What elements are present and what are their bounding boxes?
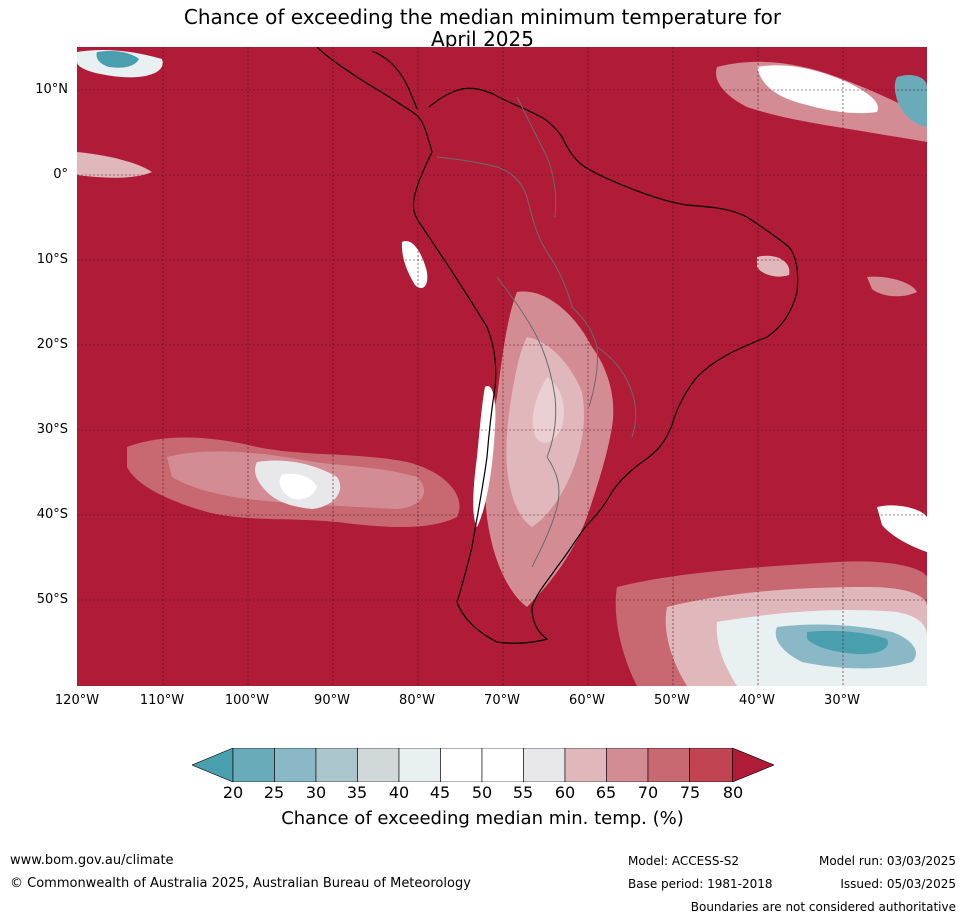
colorbar-tick: 60 [554, 783, 576, 802]
colorbar [191, 747, 775, 783]
colorbar-swatch [564, 747, 607, 783]
lon-tick-label: 30°W [824, 693, 860, 708]
lat-tick-label: 20°S [36, 337, 68, 352]
lat-tick-label: 30°S [36, 422, 68, 437]
footer-website[interactable]: www.bom.gov.au/climate [10, 853, 174, 868]
lon-tick-label: 50°W [654, 693, 690, 708]
map-canvas [77, 47, 927, 686]
probability-contours [77, 49, 927, 686]
lat-tick-label: 40°S [36, 507, 68, 522]
borders [436, 96, 637, 568]
colorbar-swatch [315, 747, 358, 783]
colorbar-tick: 30 [305, 783, 327, 802]
lat-tick-label: 10°S [36, 252, 68, 267]
colorbar-swatch [274, 747, 317, 783]
colorbar-tick: 50 [471, 783, 493, 802]
colorbar-swatch [191, 747, 234, 783]
colorbar-tick: 55 [512, 783, 534, 802]
lat-tick-label: 10°N [35, 82, 68, 97]
map-title-line2: April 2025 [431, 27, 534, 51]
probability-map [77, 47, 927, 686]
colorbar-swatches [191, 747, 775, 783]
lon-tick-label: 120°W [54, 693, 100, 708]
colorbar-tick: 75 [679, 783, 701, 802]
colorbar-tick: 40 [388, 783, 410, 802]
lat-tick-label: 50°S [36, 592, 68, 607]
colorbar-swatch [440, 747, 483, 783]
footer-base-period: Base period: 1981-2018 [628, 877, 773, 891]
map-title-line1: Chance of exceeding the median minimum t… [183, 5, 782, 29]
colorbar-title: Chance of exceeding median min. temp. (%… [281, 808, 684, 829]
colorbar-swatch [606, 747, 649, 783]
lat-tick-label: 0° [53, 167, 68, 182]
lon-tick-label: 70°W [484, 693, 520, 708]
footer-issued: Issued: 05/03/2025 [840, 877, 956, 891]
lon-tick-label: 110°W [139, 693, 185, 708]
colorbar-tick: 20 [222, 783, 244, 802]
colorbar-swatch [732, 747, 775, 783]
colorbar-swatch [689, 747, 733, 783]
colorbar-swatch [647, 747, 690, 783]
lon-tick-label: 100°W [224, 693, 270, 708]
colorbar-tick: 70 [637, 783, 659, 802]
lon-tick-label: 80°W [399, 693, 435, 708]
footer-model-run: Model run: 03/03/2025 [818, 854, 956, 868]
lon-tick-label: 40°W [739, 693, 775, 708]
footer-copyright: © Commonwealth of Australia 2025, Austra… [10, 876, 471, 891]
colorbar-tick: 65 [595, 783, 617, 802]
colorbar-swatch [523, 747, 566, 783]
footer-disclaimer: Boundaries are not considered authoritat… [690, 900, 956, 914]
colorbar-tick: 25 [263, 783, 285, 802]
colorbar-tick: 80 [722, 783, 744, 802]
colorbar-swatch [481, 747, 524, 783]
colorbar-tick: 45 [429, 783, 451, 802]
coastline [316, 47, 799, 644]
lon-tick-label: 60°W [569, 693, 605, 708]
colorbar-tick: 35 [346, 783, 368, 802]
lon-tick-label: 90°W [314, 693, 350, 708]
footer-model: Model: ACCESS-S2 [628, 854, 740, 868]
colorbar-swatch [232, 747, 275, 783]
colorbar-swatch [398, 747, 441, 783]
graticule [77, 47, 927, 686]
colorbar-swatch [357, 747, 400, 783]
